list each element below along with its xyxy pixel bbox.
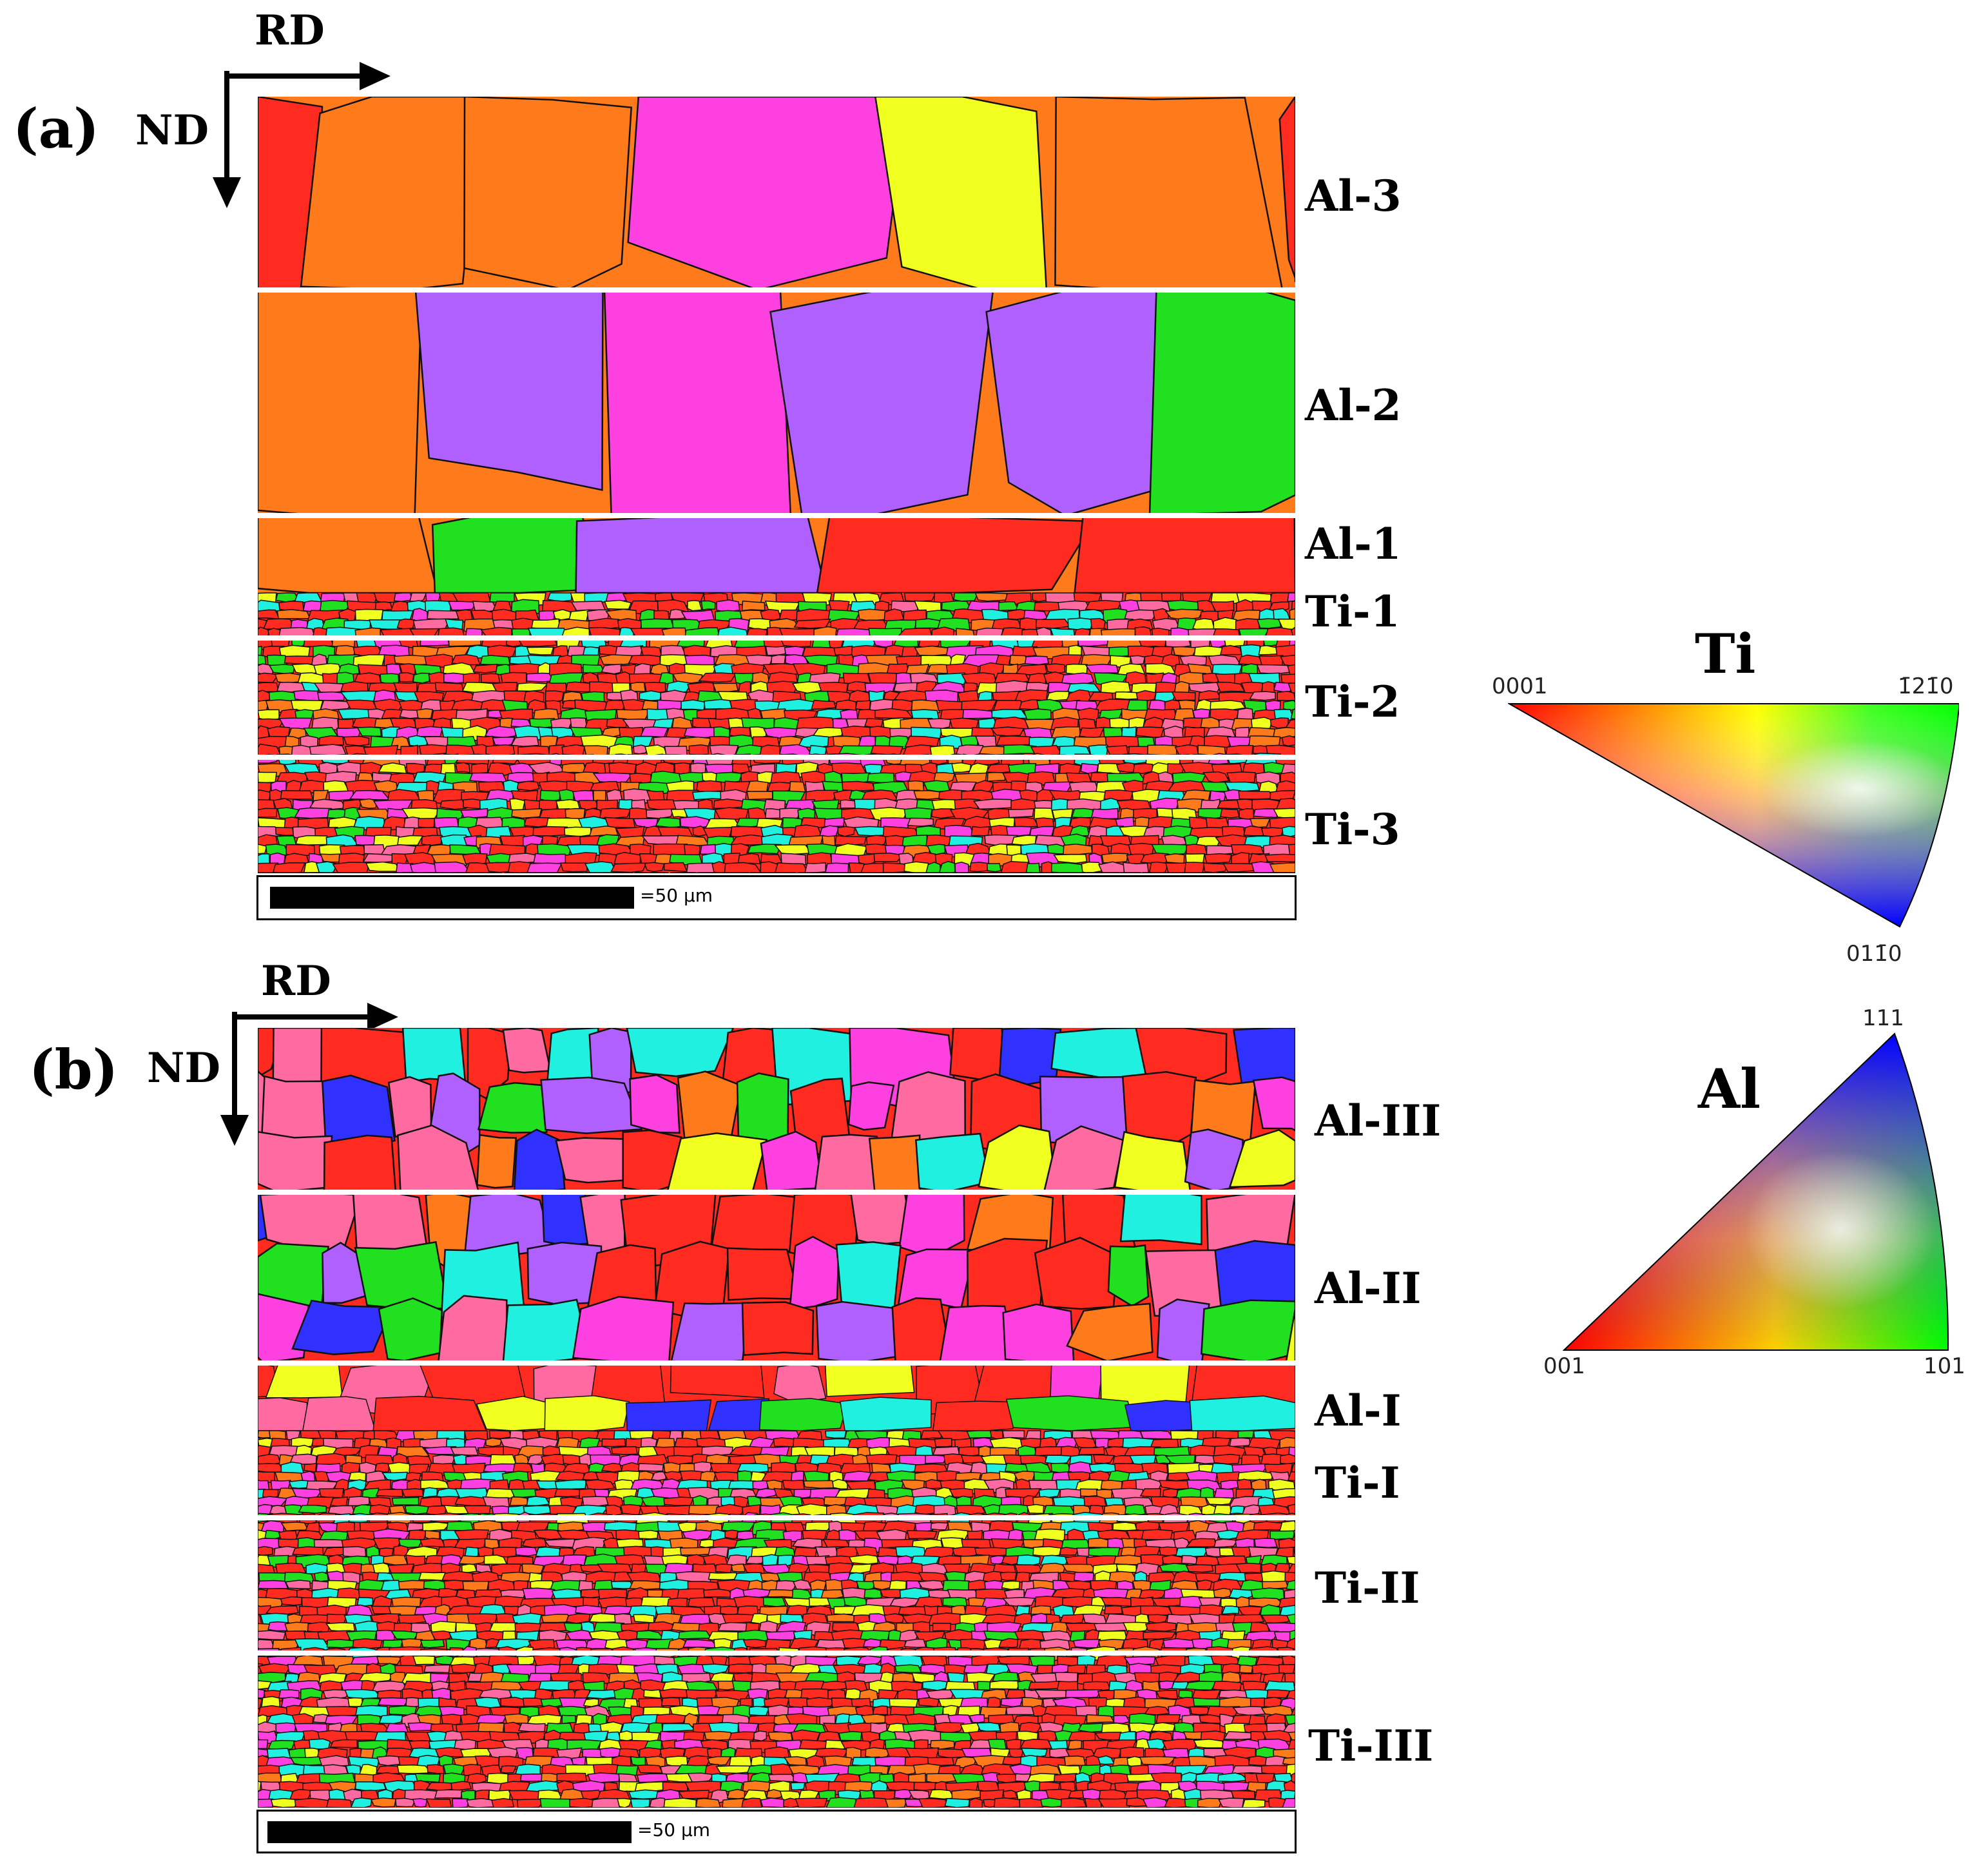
layer-label-al-2: Al-2 [1305, 380, 1402, 430]
panel-a-rd-label: RD [255, 6, 325, 55]
layer-separator [258, 513, 1295, 518]
layer-separator [258, 635, 1295, 641]
al-legend-corner-111: 111 [1862, 1005, 1904, 1031]
al-ipf-triangle [1562, 1031, 1949, 1353]
layer-separator [258, 1650, 1295, 1656]
panel-a-label: (a) [13, 97, 99, 160]
panel-b-scale-bar [267, 1821, 632, 1843]
panel-b-ebsd-map [258, 1028, 1295, 1808]
panel-b-label: (b) [29, 1038, 119, 1101]
layer-separator [258, 1515, 1295, 1520]
layer-label-al-3: Al-3 [1305, 171, 1402, 221]
panel-a-scale-box: =50 µm [256, 875, 1297, 920]
panel-b-scale-text: =50 µm [637, 1819, 711, 1841]
layer-label-ti-3: Ti-3 [1305, 804, 1400, 855]
layer-label-ti-1: Ti-1 [1305, 586, 1400, 637]
layer-separator [258, 755, 1295, 760]
grain-layer-a-al-1 [258, 514, 1295, 594]
ti-legend-corner-0001: 0001 [1492, 673, 1548, 699]
layer-label-ti-iii: Ti-III [1308, 1721, 1434, 1771]
al-legend-corner-001: 001 [1543, 1353, 1585, 1379]
layer-separator [258, 287, 1295, 293]
layer-label-ti-i: Ti-I [1315, 1458, 1400, 1508]
layer-label-al-1: Al-1 [1305, 519, 1402, 569]
panel-b-rd-label: RD [261, 957, 331, 1005]
panel-b-nd-arrow [220, 1012, 264, 1147]
layer-label-al-iii: Al-III [1315, 1096, 1442, 1146]
ti-legend-corner-0110: 011̄0 [1846, 941, 1902, 967]
panel-a-rd-arrow [224, 62, 392, 103]
panel-a-scale-bar [270, 887, 634, 909]
layer-label-al-i: Al-I [1315, 1386, 1402, 1436]
grain-layer-b-al-i [258, 1362, 1295, 1431]
ti-legend-corner-1210: 1̄21̄0 [1898, 673, 1954, 699]
grain-layer-b-al-ii [258, 1191, 1295, 1364]
layer-label-ti-2: Ti-2 [1305, 677, 1400, 727]
grain-layer-b-ti [258, 1430, 1295, 1808]
layer-separator [258, 1190, 1295, 1195]
layer-separator [258, 1360, 1295, 1366]
grain-layer-a-ti [258, 592, 1295, 873]
panel-a-nd-label: ND [135, 106, 209, 155]
panel-b-nd-label: ND [147, 1044, 220, 1092]
panel-b-rd-arrow [232, 1003, 400, 1044]
grain-layer-a-al-2 [258, 289, 1295, 517]
layer-label-al-ii: Al-II [1315, 1263, 1422, 1313]
layer-label-ti-ii: Ti-II [1315, 1563, 1420, 1613]
panel-a-ebsd-map [258, 97, 1295, 873]
grain-layer-b-al-iii [258, 1028, 1295, 1194]
grain-layer-a-al-3 [258, 97, 1295, 291]
panel-a-nd-arrow [213, 71, 256, 209]
al-legend-corner-101: 101 [1924, 1353, 1965, 1379]
ti-ipf-triangle [1507, 702, 1960, 934]
panel-a-scale-text: =50 µm [640, 885, 713, 906]
panel-b-scale-box: =50 µm [256, 1810, 1297, 1853]
ti-legend-title: Ti [1695, 622, 1756, 686]
al-legend-title: Al [1698, 1057, 1761, 1121]
